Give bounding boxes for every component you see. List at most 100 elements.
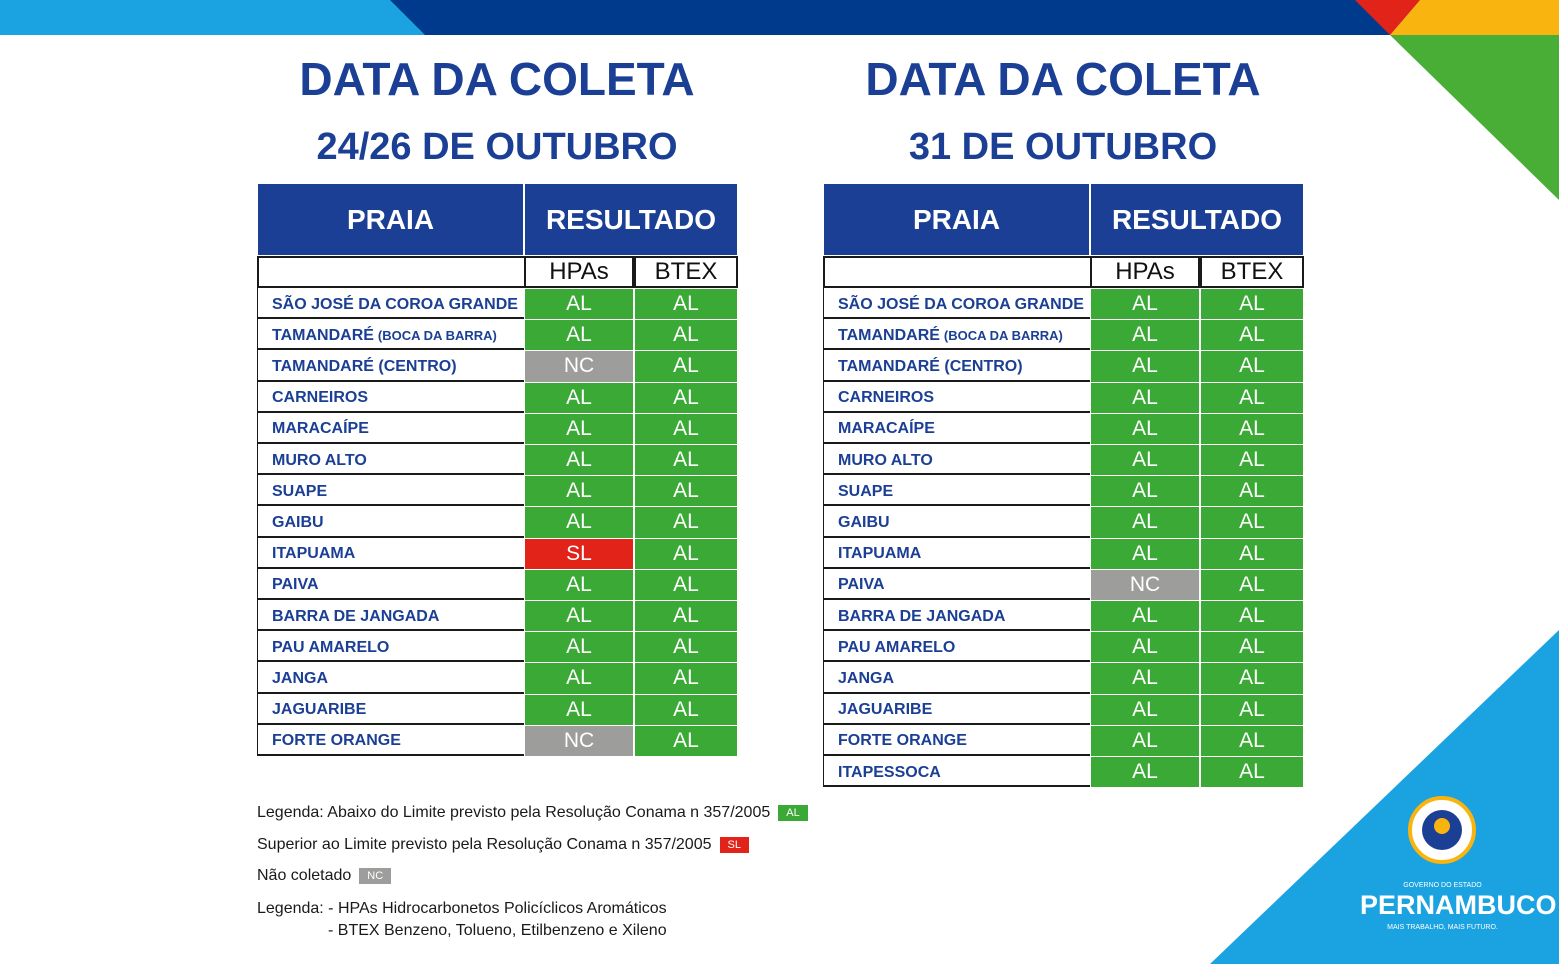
result-cell: AL	[634, 631, 738, 664]
result-cell: AL	[524, 288, 634, 321]
logo-name: PERNAMBUCO	[1360, 890, 1557, 920]
beach-name-text: BARRA DE JANGADA	[838, 607, 1006, 625]
beach-name-text: SÃO JOSÉ DA COROA GRANDE	[272, 295, 518, 313]
beach-name-text: TAMANDARÉ (CENTRO)	[838, 357, 1023, 375]
beach-name-text: MARACAÍPE	[838, 420, 935, 438]
legend-text: Superior ao Limite previsto pela Resoluç…	[257, 836, 712, 853]
result-cell: AL	[634, 537, 738, 570]
beach-name: BARRA DE JANGADA	[823, 600, 1090, 632]
result-cell: AL	[1200, 288, 1304, 321]
beach-name: SUAPE	[257, 475, 524, 507]
result-cell: AL	[634, 506, 738, 539]
subheader-cell: HPAs	[524, 256, 634, 288]
beach-name-text: JAGUARIBE	[838, 701, 933, 719]
beach-name-text: PAU AMARELO	[272, 638, 390, 656]
header-cell: PRAIA	[257, 183, 524, 256]
result-cell: AL	[1090, 600, 1200, 633]
result-cell: AL	[1200, 568, 1304, 601]
result-cell: AL	[1090, 756, 1200, 789]
result-cell: AL	[1090, 506, 1200, 539]
beach-name: JAGUARIBE	[823, 693, 1090, 725]
beach-name: FORTE ORANGE	[823, 724, 1090, 756]
beach-name-text: MARACAÍPE	[272, 420, 369, 438]
beach-name-text: MURO ALTO	[272, 451, 367, 469]
result-cell: AL	[634, 568, 738, 601]
legend-badge: NC	[359, 868, 392, 884]
result-cell: AL	[1090, 412, 1200, 445]
result-cell: AL	[1200, 756, 1304, 789]
result-cell: AL	[634, 381, 738, 414]
beach-name: TAMANDARÉ (BOCA DA BARRA)	[257, 319, 524, 351]
beach-name-text: GAIBU	[838, 513, 890, 531]
subheader-blank	[823, 256, 1092, 288]
result-cell: AL	[1200, 475, 1304, 508]
legend-badge: SL	[719, 837, 749, 853]
beach-name: MURO ALTO	[823, 444, 1090, 476]
subheader-cell: BTEX	[634, 256, 738, 288]
beach-name: JANGA	[823, 662, 1090, 694]
result-cell: AL	[524, 693, 634, 726]
beach-name: FORTE ORANGE	[257, 724, 524, 756]
beach-name: MARACAÍPE	[823, 412, 1090, 444]
beach-name-text: CARNEIROS	[838, 389, 935, 407]
beach-name: JANGA	[257, 662, 524, 694]
result-cell: AL	[634, 412, 738, 445]
result-cell: AL	[634, 662, 738, 695]
result-cell: AL	[1200, 662, 1304, 695]
table-subtitle: 31 DE OUTUBRO	[908, 126, 1218, 168]
beach-name-text: PAIVA	[838, 576, 885, 594]
result-cell: AL	[1090, 631, 1200, 664]
result-cell: AL	[1090, 662, 1200, 695]
result-cell: AL	[634, 350, 738, 383]
header-cell: PRAIA	[823, 183, 1090, 256]
subheader-cell: BTEX	[1200, 256, 1304, 288]
result-cell: AL	[1090, 350, 1200, 383]
result-cell: AL	[1200, 506, 1304, 539]
beach-name: PAU AMARELO	[823, 631, 1090, 663]
result-cell: NC	[524, 350, 634, 383]
beach-name: TAMANDARÉ (CENTRO)	[257, 350, 524, 382]
result-cell: AL	[524, 662, 634, 695]
beach-name-text: FORTE ORANGE	[838, 732, 967, 750]
subheader-blank	[257, 256, 526, 288]
note-line: - BTEX Benzeno, Tolueno, Etilbenzeno e X…	[328, 922, 667, 939]
result-cell: AL	[1200, 444, 1304, 477]
beach-name-text: PAU AMARELO	[838, 638, 956, 656]
beach-name-text: ITAPESSOCA	[838, 763, 941, 781]
result-cell: AL	[524, 381, 634, 414]
result-cell: AL	[1200, 724, 1304, 757]
table-title: DATA DA COLETA	[299, 53, 695, 105]
result-cell: AL	[1090, 537, 1200, 570]
legend-item: Legenda: Abaixo do Limite previsto pela …	[257, 802, 808, 824]
result-cell: AL	[1090, 444, 1200, 477]
legend-item: Superior ao Limite previsto pela Resoluç…	[257, 834, 749, 856]
beach-name-text: FORTE ORANGE	[272, 732, 401, 750]
result-cell: AL	[1200, 537, 1304, 570]
note-line: Legenda: - HPAs Hidrocarbonetos Policícl…	[257, 900, 667, 917]
result-cell: AL	[1200, 350, 1304, 383]
result-cell: NC	[1090, 568, 1200, 601]
logo-slogan: MAIS TRABALHO, MAIS FUTURO.	[1387, 924, 1498, 931]
beach-name: JAGUARIBE	[257, 693, 524, 725]
legend-item: Não coletado NC	[257, 865, 392, 887]
result-cell: AL	[524, 568, 634, 601]
result-cell: AL	[1200, 631, 1304, 664]
legend-text: Legenda: Abaixo do Limite previsto pela …	[257, 804, 771, 821]
result-cell: AL	[1200, 600, 1304, 633]
beach-name: TAMANDARÉ (CENTRO)	[823, 350, 1090, 382]
header-cell: RESULTADO	[524, 183, 738, 256]
beach-name-text: JANGA	[838, 669, 895, 687]
result-cell: AL	[1090, 319, 1200, 352]
beach-name-text: ITAPUAMA	[272, 545, 356, 563]
beach-name-text: GAIBU	[272, 513, 324, 531]
beach-name: SÃO JOSÉ DA COROA GRANDE	[257, 288, 524, 320]
result-cell: AL	[634, 475, 738, 508]
result-cell: AL	[1200, 412, 1304, 445]
beach-name: SUAPE	[823, 475, 1090, 507]
beach-name: CARNEIROS	[823, 381, 1090, 413]
header-cell: RESULTADO	[1090, 183, 1304, 256]
beach-name: ITAPUAMA	[823, 537, 1090, 569]
result-cell: AL	[524, 412, 634, 445]
result-cell: AL	[1090, 693, 1200, 726]
beach-note: (BOCA DA BARRA)	[377, 328, 497, 344]
